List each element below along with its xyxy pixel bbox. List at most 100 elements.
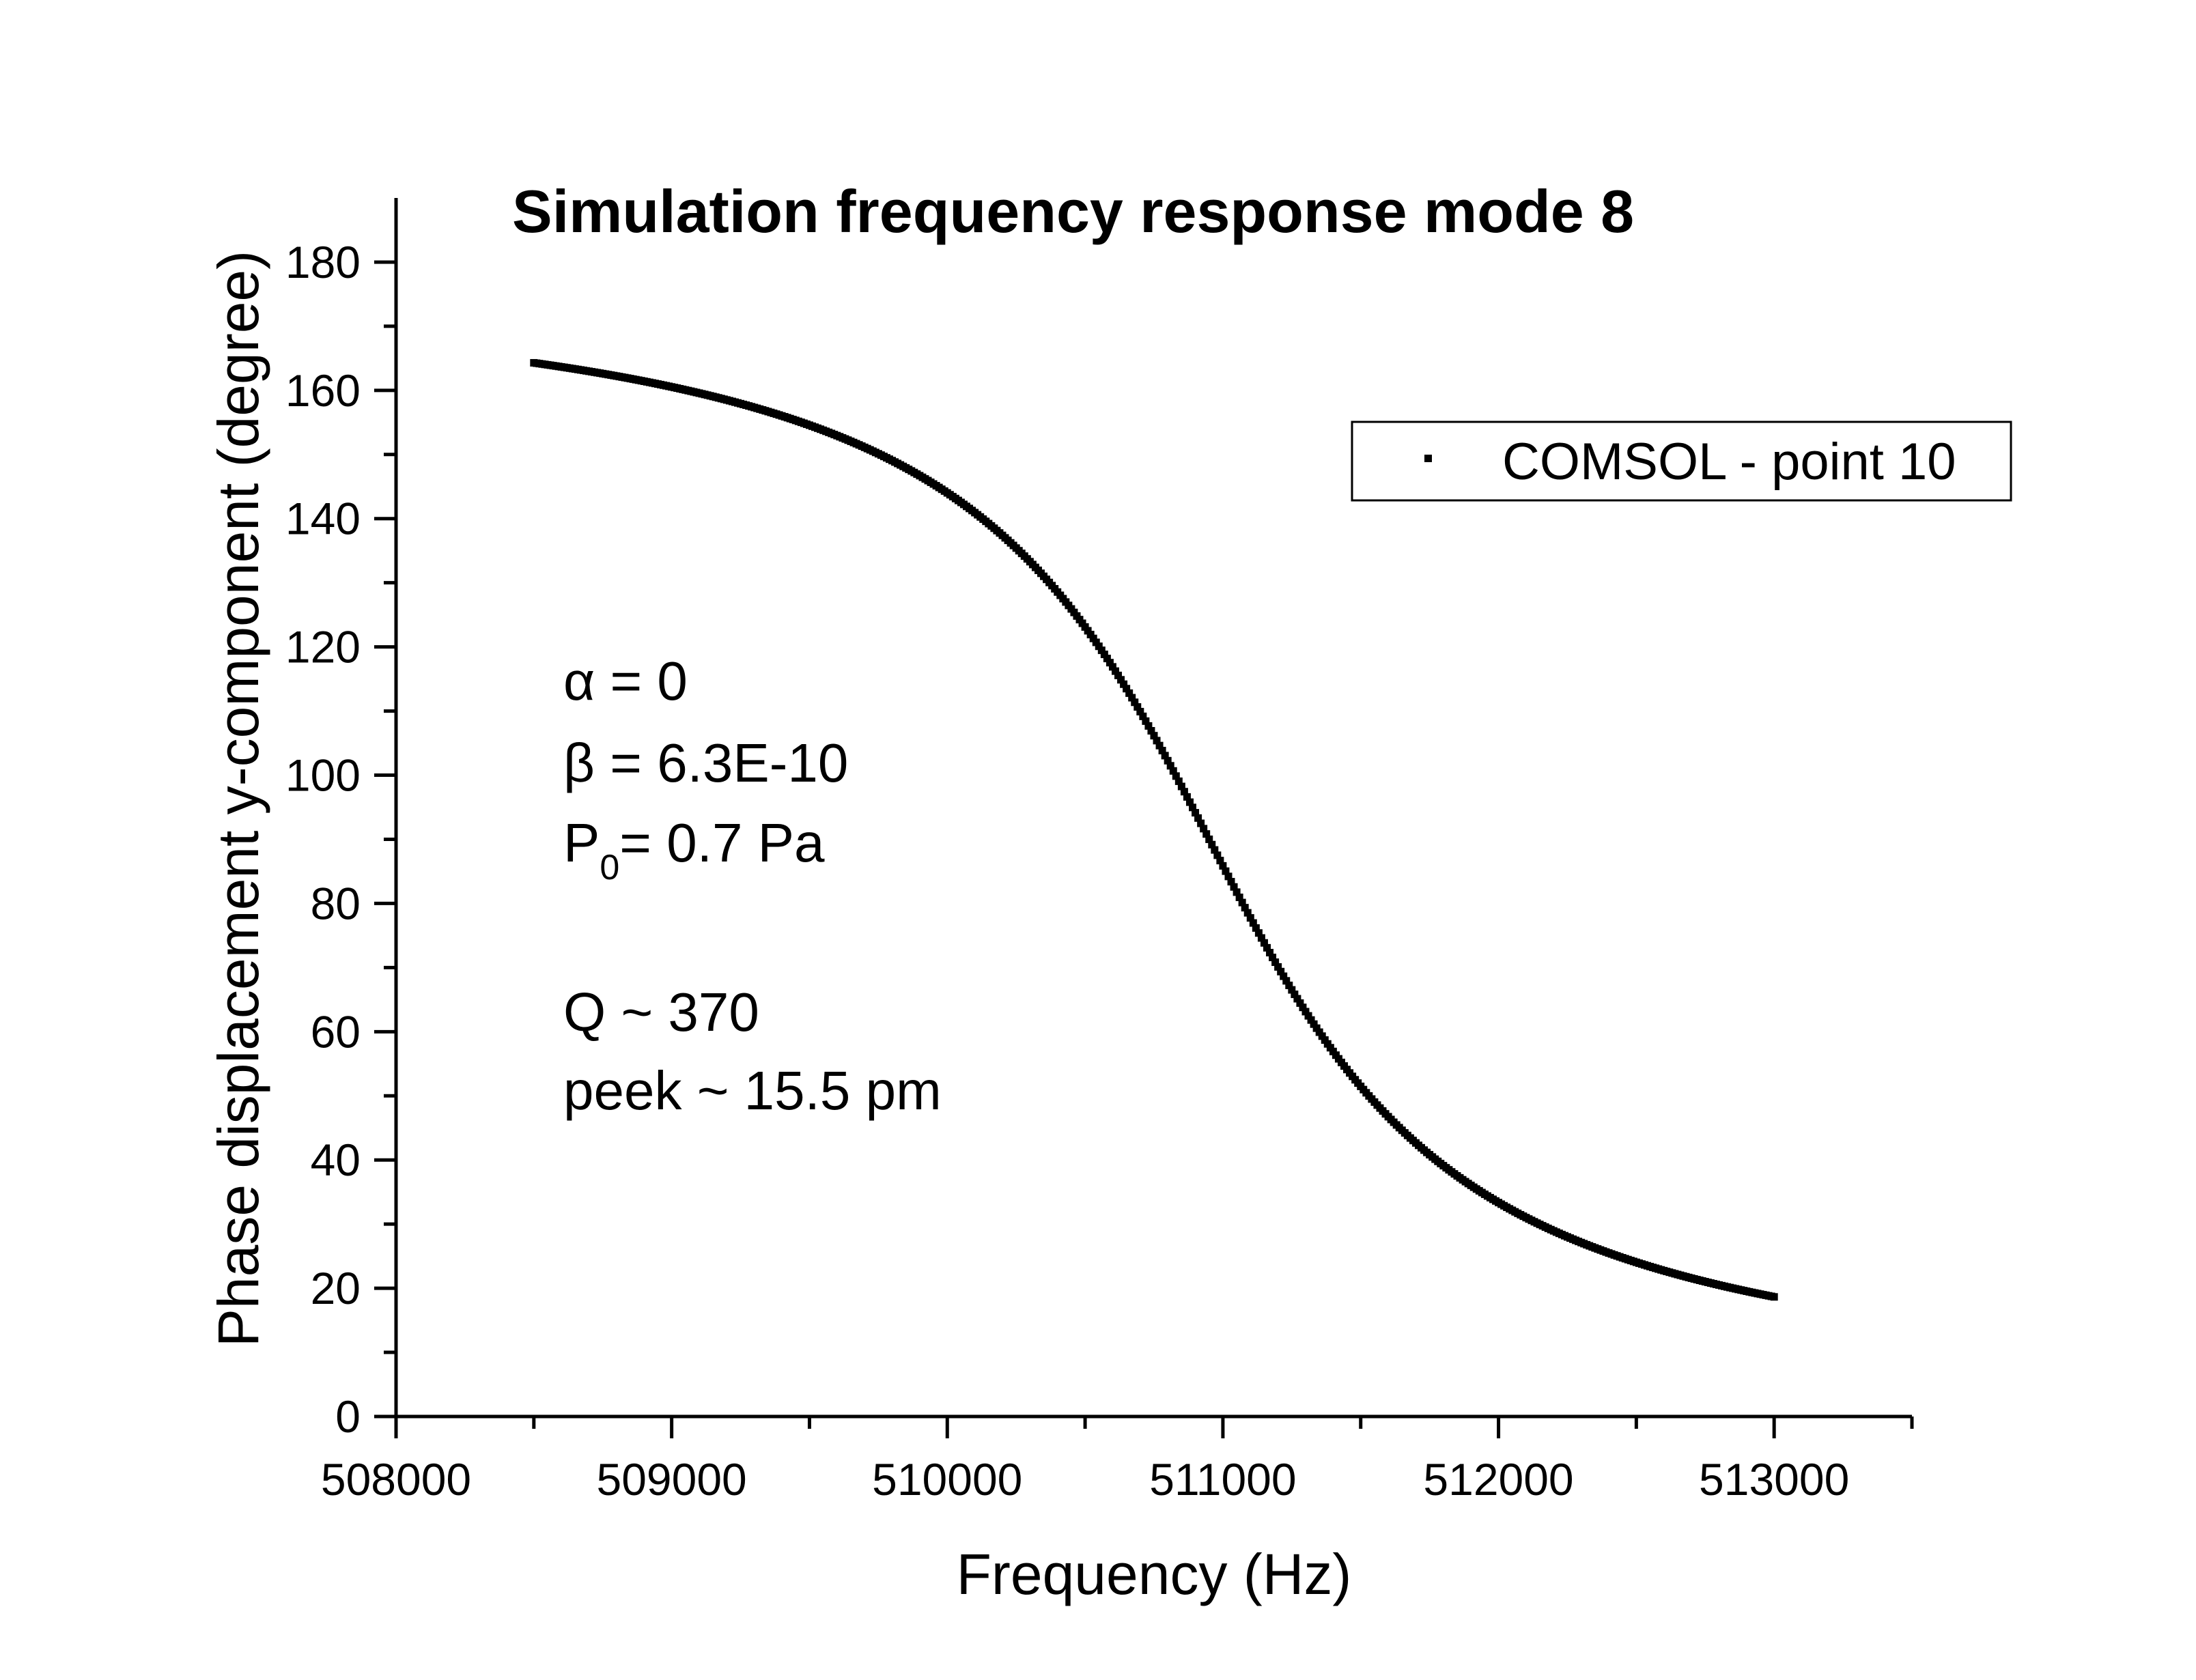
- data-point: [1312, 1024, 1321, 1032]
- y-axis: 0 20 40 60 80 100 120 140 160 180: [285, 198, 398, 1442]
- data-point: [1095, 642, 1103, 651]
- x-tick-label: 510000: [872, 1454, 1022, 1505]
- data-point: [1770, 1293, 1778, 1301]
- y-axis-label: Phase displacement y-component (degree): [206, 251, 270, 1347]
- data-point: [1271, 958, 1280, 967]
- data-point: [1180, 788, 1188, 796]
- data-point: [1100, 651, 1108, 659]
- data-point: [1134, 703, 1142, 711]
- data-point: [1202, 830, 1211, 838]
- y-tick-label: 140: [285, 494, 361, 544]
- data-point: [1233, 888, 1241, 896]
- data-point: [1269, 954, 1277, 962]
- x-axis-label: Frequency (Hz): [957, 1542, 1352, 1606]
- data-point: [1106, 659, 1114, 667]
- data-point: [1323, 1040, 1332, 1048]
- data-point: [1081, 623, 1089, 631]
- data-point: [1172, 772, 1180, 780]
- data-point: [1299, 1003, 1307, 1012]
- data-point: [1155, 741, 1164, 750]
- data-point: [1288, 986, 1296, 994]
- data-point: [1280, 972, 1288, 980]
- data-point: [1189, 803, 1197, 812]
- y-tick-label: 160: [285, 365, 361, 416]
- data-point: [1243, 909, 1252, 917]
- data-point: [1125, 689, 1134, 697]
- data-point: [1197, 819, 1205, 827]
- chart-title: Simulation frequency response mode 8: [512, 177, 1634, 245]
- data-point: [1205, 835, 1213, 843]
- data-point: [1285, 981, 1293, 989]
- data-point: [1147, 727, 1155, 735]
- data-point: [1166, 762, 1174, 770]
- data-point: [1310, 1020, 1318, 1028]
- x-tick-label: 511000: [1149, 1454, 1296, 1505]
- data-point: [1139, 712, 1147, 720]
- data-point: [1194, 814, 1202, 822]
- annotation-alpha: α = 0: [563, 651, 688, 711]
- y-tick-label: 40: [311, 1135, 361, 1185]
- x-tick-label: 513000: [1699, 1454, 1849, 1505]
- data-point: [1301, 1008, 1310, 1016]
- data-point: [1161, 752, 1169, 760]
- data-point: [1315, 1028, 1323, 1036]
- data-point: [1131, 698, 1139, 707]
- data-point: [1174, 777, 1183, 785]
- data-point: [1120, 680, 1128, 688]
- legend-marker: [1424, 455, 1432, 462]
- data-point: [1238, 898, 1246, 907]
- legend: COMSOL - point 10: [1351, 421, 2012, 502]
- x-tick-label: 512000: [1423, 1454, 1573, 1505]
- data-point: [1318, 1032, 1326, 1040]
- data-point: [1249, 919, 1257, 927]
- x-tick-label: 509000: [597, 1454, 747, 1505]
- y-tick-label: 120: [285, 622, 361, 672]
- data-point: [1114, 671, 1123, 679]
- data-point: [1142, 717, 1150, 725]
- data-point: [1219, 862, 1227, 870]
- data-point: [1084, 627, 1092, 635]
- y-tick-label: 100: [285, 750, 361, 801]
- annotation-block: α = 0 β = 6.3E-10 P0= 0.7 Pa Q ~ 370 pee…: [563, 651, 942, 1121]
- legend-label: COMSOL - point 10: [1502, 433, 1956, 491]
- data-point: [1296, 999, 1304, 1007]
- data-point: [1246, 914, 1254, 922]
- data-point: [1274, 963, 1282, 971]
- data-point: [1230, 883, 1238, 891]
- data-point: [1108, 663, 1116, 671]
- data-point: [1263, 943, 1271, 952]
- data-point: [1277, 967, 1285, 976]
- annotation-p0: P0= 0.7 Pa: [563, 812, 825, 887]
- x-tick-label: 508000: [321, 1454, 471, 1505]
- y-tick-label: 20: [311, 1263, 361, 1313]
- data-point: [1211, 846, 1219, 854]
- data-point: [1260, 939, 1268, 947]
- data-point: [1089, 634, 1097, 642]
- data-point: [1257, 934, 1265, 942]
- data-point: [1266, 948, 1274, 956]
- data-point: [1111, 667, 1119, 675]
- y-tick-label: 180: [285, 237, 361, 287]
- data-point: [1153, 737, 1161, 745]
- data-point: [1227, 878, 1235, 886]
- data-point: [1241, 904, 1249, 912]
- data-point: [1282, 977, 1291, 985]
- data-point: [1222, 867, 1230, 875]
- data-point: [1086, 631, 1095, 639]
- data-point: [1224, 872, 1233, 881]
- data-point: [1158, 747, 1166, 755]
- data-point: [1213, 851, 1222, 859]
- data-point: [1150, 732, 1158, 740]
- y-tick-label: 80: [311, 878, 361, 928]
- data-point: [1128, 694, 1136, 702]
- data-point: [1200, 825, 1208, 833]
- data-point: [1252, 924, 1260, 932]
- data-point: [1293, 995, 1301, 1003]
- data-point: [1216, 857, 1224, 865]
- data-point: [1123, 685, 1131, 693]
- data-point: [1208, 840, 1216, 849]
- data-point: [1144, 722, 1153, 730]
- data-point: [1291, 991, 1299, 999]
- x-axis: 508000 509000 510000 511000 512000 513000: [321, 1414, 1914, 1505]
